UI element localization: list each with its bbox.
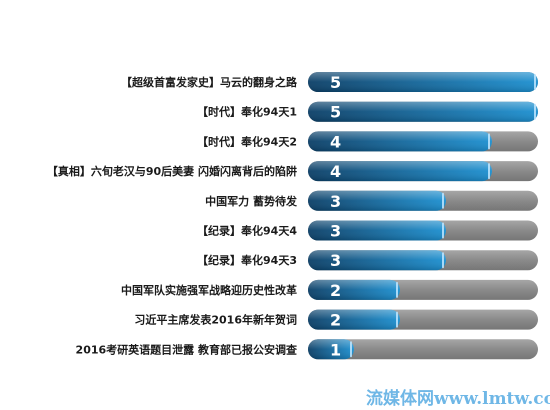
bar-gloss bbox=[308, 161, 492, 182]
bar-end-highlight bbox=[488, 133, 490, 150]
data-label: 4 bbox=[330, 132, 341, 151]
bar-gloss bbox=[308, 279, 400, 300]
bar-end-highlight bbox=[396, 281, 398, 298]
watermark: 流媒体网www.lmtw.com bbox=[366, 389, 550, 409]
category-label: 【纪录】奉化94天4 bbox=[197, 224, 297, 238]
bar-end-highlight bbox=[488, 163, 490, 180]
bar-gloss bbox=[308, 72, 538, 92]
bar-end-highlight bbox=[350, 341, 352, 358]
category-labels: 【超级首富发家史】马云的翻身之路【时代】奉化94天1 【时代】奉化94天2 【真相】… bbox=[47, 75, 298, 356]
category-label: 【时代】奉化94天2 bbox=[197, 134, 297, 148]
category-label: 【纪录】奉化94天3 bbox=[197, 253, 297, 267]
bar-end-highlight bbox=[396, 311, 398, 328]
value-labels: 5 5 4 4 3 3 3 2 2 1 bbox=[330, 73, 341, 359]
category-label: 【超级首富发家史】马云的翻身之路 bbox=[121, 75, 298, 89]
bar-end-highlight bbox=[442, 252, 444, 269]
category-label: 中国军力 蓄势待发 bbox=[205, 194, 298, 208]
data-label: 3 bbox=[330, 222, 341, 241]
bar-end-highlight bbox=[534, 103, 536, 120]
data-label: 2 bbox=[330, 311, 341, 330]
data-label: 4 bbox=[330, 162, 341, 181]
bar-gloss bbox=[308, 339, 354, 360]
bar-gloss bbox=[308, 190, 446, 211]
bar-end-highlight bbox=[442, 192, 444, 209]
category-label: 中国军队实施强军战略迎历史性改革 bbox=[121, 283, 297, 297]
bar-end-highlight bbox=[442, 222, 444, 239]
bar-gloss bbox=[308, 250, 446, 271]
data-label: 3 bbox=[330, 192, 341, 211]
data-label: 3 bbox=[330, 251, 341, 270]
category-label: 【时代】奉化94天1 bbox=[197, 105, 297, 119]
category-label: 【真相】六旬老汉与90后美妻 闪婚闪离背后的陷阱 bbox=[47, 164, 297, 178]
bar-track bbox=[308, 339, 538, 360]
bar-gloss bbox=[308, 101, 538, 122]
bars bbox=[308, 72, 538, 360]
bar-gloss bbox=[308, 220, 446, 241]
data-label: 2 bbox=[330, 281, 341, 300]
bar-gloss bbox=[308, 131, 492, 152]
data-label: 5 bbox=[330, 103, 341, 122]
bar-gloss bbox=[308, 309, 400, 330]
bar-end-highlight bbox=[534, 74, 536, 90]
data-label: 5 bbox=[330, 73, 341, 92]
data-label: 1 bbox=[330, 340, 341, 359]
category-label: 习近平主席发表2016年新年贺词 bbox=[134, 313, 297, 327]
category-label: 2016考研英语题目泄露 教育部已报公安调查 bbox=[76, 342, 297, 356]
